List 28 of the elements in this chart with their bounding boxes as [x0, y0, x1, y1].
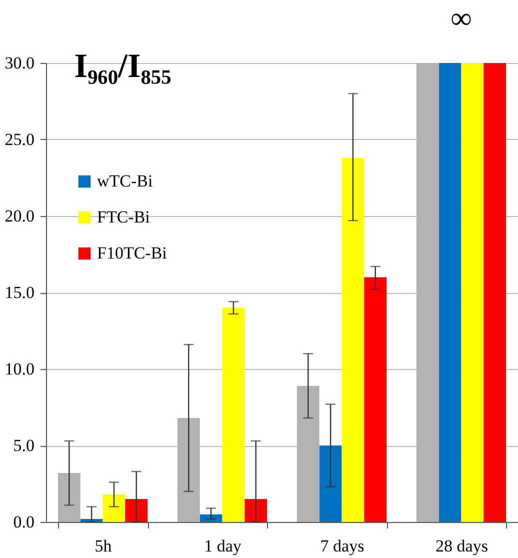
y-tick-label: 5.0 — [13, 436, 34, 455]
chart-title: I₉₆₀/I₈₅₅ — [74, 48, 172, 85]
legend-label: FTC-Bi — [97, 208, 150, 226]
bar — [244, 499, 268, 522]
bar — [102, 494, 126, 522]
bar — [364, 277, 387, 522]
x-tick-label: 28 days — [436, 536, 488, 556]
y-tick-label: 15.0 — [4, 283, 34, 302]
bar — [461, 63, 484, 522]
bar — [484, 63, 506, 522]
y-tick-label: 30.0 — [4, 54, 34, 72]
bar — [438, 63, 462, 522]
bar — [319, 446, 342, 522]
annotation: ∞ — [450, 2, 472, 35]
y-tick-label: 25.0 — [4, 130, 34, 149]
y-tick-label: 20.0 — [4, 206, 34, 226]
x-tick-label: 7 days — [320, 536, 364, 556]
bar — [58, 473, 80, 522]
x-tick-label: 1 day — [204, 536, 242, 556]
bar — [222, 308, 245, 522]
y-tick-label: 0.0 — [13, 512, 34, 532]
legend-label: wTC-Bi — [97, 172, 153, 190]
bar — [125, 499, 148, 522]
y-tick-label: 10.0 — [4, 360, 34, 378]
bar — [200, 514, 222, 522]
x-tick-label: 5h — [94, 536, 112, 556]
bar — [342, 158, 364, 522]
legend-label: F10TC-Bi — [97, 244, 168, 262]
